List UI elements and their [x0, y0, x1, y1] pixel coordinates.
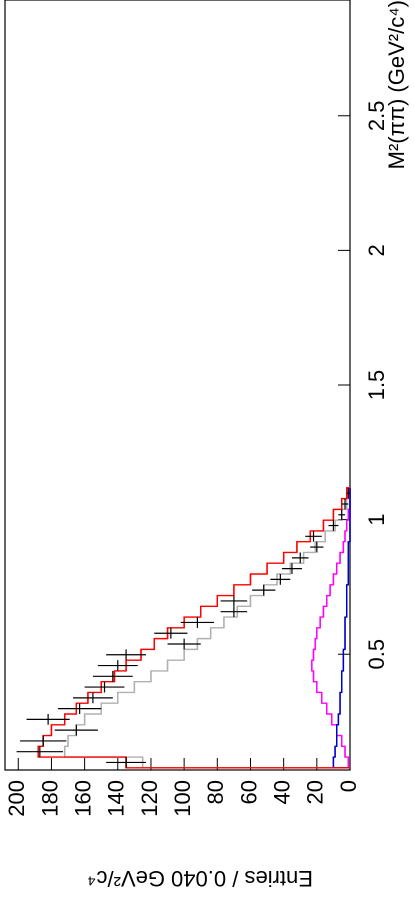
x-tick-label: 2 — [364, 244, 389, 256]
y-tick-label: 0 — [336, 780, 361, 792]
y-tick-label: 200 — [4, 780, 29, 817]
y-tick-label: 100 — [170, 780, 195, 817]
y-tick-label: 180 — [37, 780, 62, 817]
step-connector — [64, 487, 350, 769]
step-connector — [37, 487, 350, 769]
y-axis-title: Entries / 0.040 GeV²/c⁴ — [87, 866, 313, 891]
y-tick-label: 20 — [303, 780, 328, 804]
x-tick-label: 1.5 — [364, 370, 389, 401]
y-tick-label: 80 — [203, 780, 228, 804]
x-axis-title: M²(ππ) (GeV²/c⁴) — [384, 0, 409, 169]
rotated-plot: M²(ππ) (GeV²/c⁴) Entries / 0.040 GeV²/c⁴… — [4, 0, 409, 891]
y-tick-label: 120 — [137, 780, 162, 817]
plot-frame — [4, 0, 351, 771]
y-tick-label: 60 — [236, 780, 261, 804]
x-tick-label: 2.5 — [364, 100, 389, 131]
step-connector — [311, 487, 351, 769]
x-tick-label: 0.5 — [364, 639, 389, 670]
x-tick-label: 1 — [364, 513, 389, 525]
y-tick-label: 40 — [269, 780, 294, 804]
step-connector — [332, 487, 351, 769]
y-tick-label: 160 — [70, 780, 95, 817]
y-tick-label: 140 — [104, 780, 129, 817]
